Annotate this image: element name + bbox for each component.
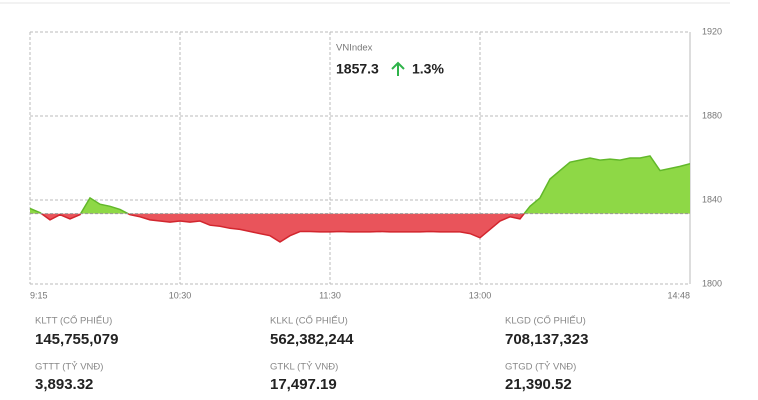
- price-line: [30, 155, 690, 214]
- x-tick-label: 14:48: [667, 290, 690, 300]
- area-up: [30, 155, 690, 214]
- last-value: 1857.3: [336, 61, 379, 77]
- stat-label: GTGD (TỶ VNĐ): [505, 361, 576, 373]
- y-tick-label: 1840: [702, 194, 722, 204]
- stat-label: KLKL (CỔ PHIẾU): [270, 315, 348, 327]
- y-tick-label: 1880: [702, 110, 722, 120]
- area-fill: [30, 213, 690, 242]
- area-down: [30, 213, 690, 243]
- stat-label: GTKL (TỶ VNĐ): [270, 361, 338, 373]
- x-tick-label: 13:00: [469, 290, 492, 300]
- stat-label: GTTT (TỶ VNĐ): [35, 361, 103, 373]
- stat-value: 708,137,323: [505, 331, 588, 348]
- price-line: [40, 213, 526, 243]
- stat-value: 21,390.52: [505, 376, 572, 393]
- chart-title: VNIndex: [336, 43, 373, 54]
- stat-value: 145,755,079: [35, 331, 118, 348]
- stat-value: 17,497.19: [270, 376, 337, 393]
- up-arrow: [391, 61, 405, 76]
- area-fill: [30, 155, 690, 214]
- change-pct: 1.3%: [412, 61, 444, 77]
- x-tick-label: 11:30: [319, 290, 341, 300]
- x-tick-label: 10:30: [169, 290, 192, 300]
- y-tick-label: 1920: [702, 26, 722, 36]
- x-tick-label: 9:15: [30, 290, 48, 300]
- stat-value: 3,893.32: [35, 376, 93, 393]
- stat-value: 562,382,244: [270, 331, 354, 348]
- stat-label: KLTT (CỔ PHIẾU): [35, 315, 112, 327]
- stat-label: KLGD (CỔ PHIẾU): [505, 315, 586, 327]
- y-tick-label: 1800: [702, 278, 722, 288]
